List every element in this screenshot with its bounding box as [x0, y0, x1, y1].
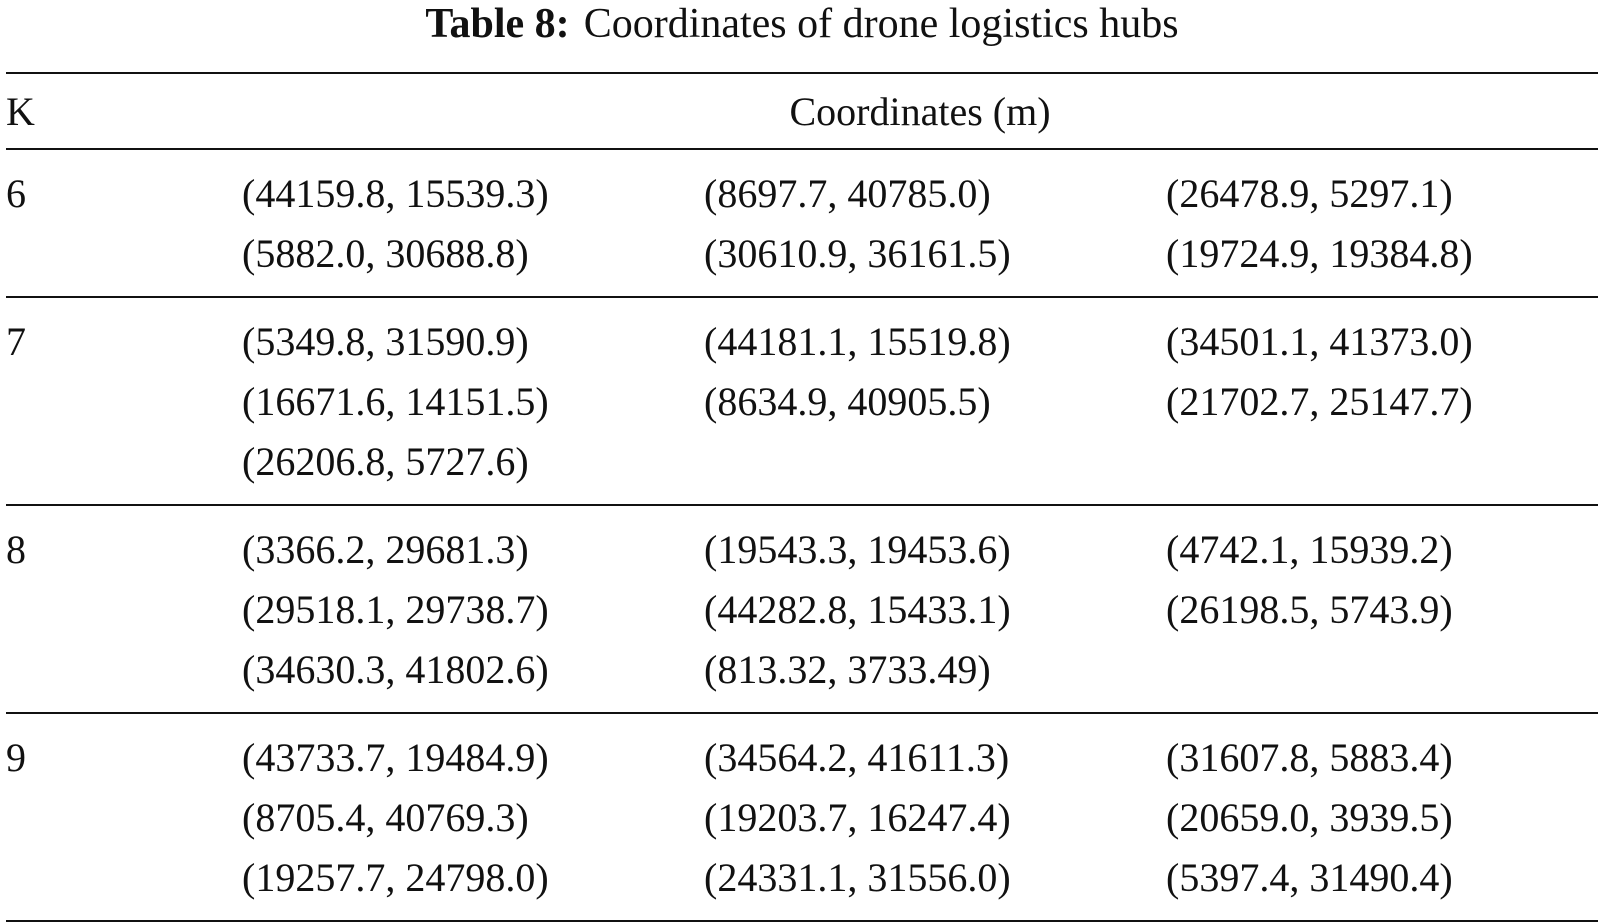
coordinate-value: (8697.7, 40785.0) — [704, 171, 991, 216]
coordinate-column-3: (34501.1, 41373.0) (21702.7, 25147.7) — [1166, 297, 1598, 505]
table-caption-text: Coordinates of drone logistics hubs — [583, 1, 1179, 47]
coordinate-value: (19257.7, 24798.0) — [242, 855, 549, 900]
table-caption-label: Table 8: — [425, 1, 570, 47]
coordinate-column-3: (31607.8, 5883.4) (20659.0, 3939.5) (5397.… — [1166, 713, 1598, 921]
coordinate-value: (8634.9, 40905.5) — [704, 379, 991, 424]
table-header-row: K Coordinates (m) — [6, 73, 1598, 149]
table-caption: Table 8: Coordinates of drone logistics h… — [0, 0, 1604, 56]
k-value: 8 — [6, 527, 26, 572]
coordinate-value: (19724.9, 19384.8) — [1166, 231, 1473, 276]
table-row-k-8: 8 (3366.2, 29681.3) (29518.1, 29738.7) (346… — [6, 505, 1598, 713]
table-row-k-7: 7 (5349.8, 31590.9) (16671.6, 14151.5) (262… — [6, 297, 1598, 505]
coordinate-value: (26198.5, 5743.9) — [1166, 587, 1453, 632]
k-cell: 9 — [6, 713, 242, 921]
k-value: 7 — [6, 319, 26, 364]
coordinate-value: (5349.8, 31590.9) — [242, 319, 529, 364]
coordinate-column-1: (3366.2, 29681.3) (29518.1, 29738.7) (3463… — [242, 505, 704, 713]
coordinate-value: (43733.7, 19484.9) — [242, 735, 549, 780]
coordinate-column-1: (43733.7, 19484.9) (8705.4, 40769.3) (1925… — [242, 713, 704, 921]
coordinate-column-1: (5349.8, 31590.9) (16671.6, 14151.5) (2620… — [242, 297, 704, 505]
coordinate-column-1: (44159.8, 15539.3) (5882.0, 30688.8) — [242, 149, 704, 297]
k-cell: 6 — [6, 149, 242, 297]
coordinate-value: (34501.1, 41373.0) — [1166, 319, 1473, 364]
coordinate-value: (5882.0, 30688.8) — [242, 231, 529, 276]
coordinate-value: (813.32, 3733.49) — [704, 647, 991, 692]
coordinate-value: (44282.8, 15433.1) — [704, 587, 1011, 632]
k-cell: 7 — [6, 297, 242, 505]
coordinate-value: (5397.4, 31490.4) — [1166, 855, 1453, 900]
coordinate-value: (4742.1, 15939.2) — [1166, 527, 1453, 572]
coordinate-value: (34564.2, 41611.3) — [704, 735, 1010, 780]
coordinate-value: (24331.1, 31556.0) — [704, 855, 1011, 900]
coordinate-column-3: (26478.9, 5297.1) (19724.9, 19384.8) — [1166, 149, 1598, 297]
coordinate-column-3: (4742.1, 15939.2) (26198.5, 5743.9) — [1166, 505, 1598, 713]
coordinate-value: (30610.9, 36161.5) — [704, 231, 1011, 276]
coordinate-value: (44159.8, 15539.3) — [242, 171, 549, 216]
coordinate-value: (44181.1, 15519.8) — [704, 319, 1011, 364]
coordinate-value: (26206.8, 5727.6) — [242, 439, 529, 484]
header-k: K — [6, 88, 35, 134]
coordinate-value: (19543.3, 19453.6) — [704, 527, 1011, 572]
coordinate-value: (21702.7, 25147.7) — [1166, 379, 1473, 424]
k-value: 9 — [6, 735, 26, 780]
k-value: 6 — [6, 171, 26, 216]
coordinate-value: (8705.4, 40769.3) — [242, 795, 529, 840]
coordinate-value: (34630.3, 41802.6) — [242, 647, 549, 692]
coordinate-column-2: (19543.3, 19453.6) (44282.8, 15433.1) (813… — [704, 505, 1166, 713]
table-row-k-9: 9 (43733.7, 19484.9) (8705.4, 40769.3) (192… — [6, 713, 1598, 921]
coordinate-value: (26478.9, 5297.1) — [1166, 171, 1453, 216]
k-cell: 8 — [6, 505, 242, 713]
coordinate-value: (16671.6, 14151.5) — [242, 379, 549, 424]
table-body: 6 (44159.8, 15539.3) (5882.0, 30688.8) (869… — [6, 149, 1598, 921]
coordinate-value: (20659.0, 3939.5) — [1166, 795, 1453, 840]
coordinate-value: (29518.1, 29738.7) — [242, 587, 549, 632]
coordinate-column-2: (8697.7, 40785.0) (30610.9, 36161.5) — [704, 149, 1166, 297]
coordinate-value: (3366.2, 29681.3) — [242, 527, 529, 572]
coordinate-value: (31607.8, 5883.4) — [1166, 735, 1453, 780]
coordinate-column-2: (44181.1, 15519.8) (8634.9, 40905.5) — [704, 297, 1166, 505]
coordinate-value: (19203.7, 16247.4) — [704, 795, 1011, 840]
coordinates-table: K Coordinates (m) 6 (44159.8, 15539.3) (58… — [6, 72, 1598, 922]
header-coordinates: Coordinates (m) — [789, 88, 1051, 134]
table-row-k-6: 6 (44159.8, 15539.3) (5882.0, 30688.8) (869… — [6, 149, 1598, 297]
coordinate-column-2: (34564.2, 41611.3) (19203.7, 16247.4) (243… — [704, 713, 1166, 921]
